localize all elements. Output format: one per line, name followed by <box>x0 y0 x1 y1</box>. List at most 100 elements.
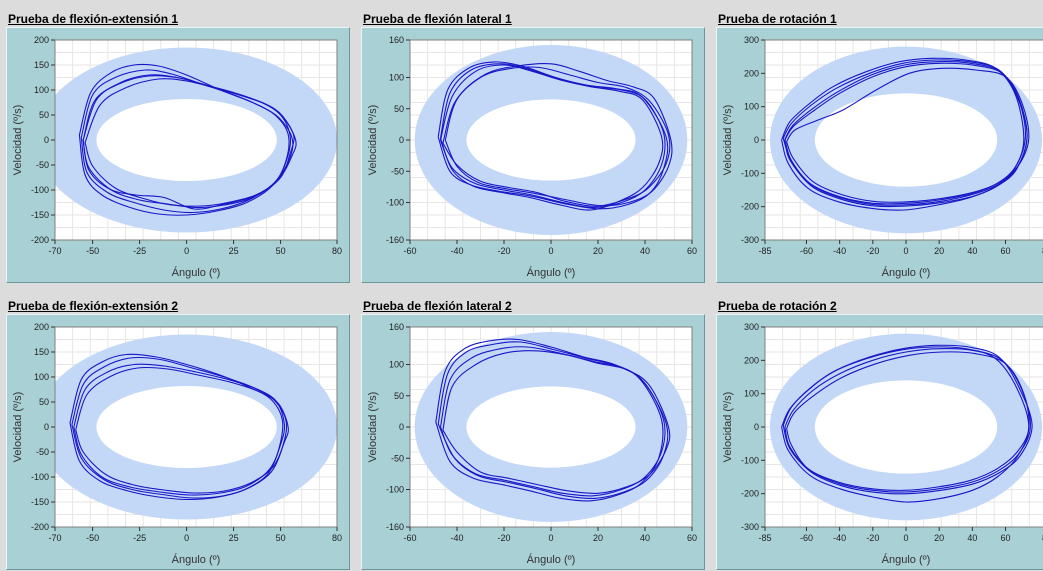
x-tick-label: -25 <box>133 246 146 256</box>
y-tick-label: -50 <box>36 447 49 457</box>
x-tick-label: 40 <box>967 246 977 256</box>
y-tick-label: 100 <box>34 85 49 95</box>
series-line-3 <box>786 67 1030 203</box>
y-tick-label: 100 <box>389 73 404 83</box>
series-line-1 <box>784 62 1026 205</box>
chart-frame: -85-60-40-20020406085-300-200-1000100200… <box>716 27 1043 283</box>
plot-content <box>55 40 337 240</box>
series-line-4 <box>781 346 1030 503</box>
y-tick-label: 200 <box>34 35 49 45</box>
x-axis-label: Ángulo (º) <box>882 553 931 566</box>
x-axis-label: Ángulo (º) <box>882 266 931 279</box>
y-tick-label: -200 <box>31 235 49 245</box>
series-line-3 <box>442 350 671 494</box>
normal-range-inner <box>96 99 277 181</box>
plot-content <box>410 40 692 240</box>
x-axis-label: Ángulo (º) <box>527 553 576 566</box>
series-line-3 <box>442 66 671 207</box>
panel-title: Prueba de rotación 2 <box>718 299 837 313</box>
y-tick-label: 100 <box>34 372 49 382</box>
y-tick-label: 100 <box>744 102 759 112</box>
series-line-1 <box>439 346 666 497</box>
y-axis-label: Velocidad (º/s) <box>12 392 24 463</box>
x-tick-label: 80 <box>332 246 342 256</box>
y-tick-label: -50 <box>391 166 404 176</box>
panel-title: Prueba de flexión-extensión 2 <box>8 299 179 313</box>
y-tick-label: 0 <box>44 422 49 432</box>
x-tick-label: 50 <box>276 533 286 543</box>
x-tick-label: -20 <box>497 533 510 543</box>
series-line-4 <box>435 338 664 502</box>
panel-flexion-lateral-1: Prueba de flexión lateral 1 -60 -40 -20 0 20… <box>361 8 705 284</box>
x-tick-label: 60 <box>1001 246 1011 256</box>
y-tick-label: 0 <box>399 135 404 145</box>
chart-frame: -60 -40 -20 0 20 40 60 -160 -100 -50 0 50 100 160 Ángu… <box>361 314 705 570</box>
panel-title: Prueba de rotación 1 <box>718 12 837 26</box>
y-axis-label: Velocidad (º/s) <box>367 105 379 176</box>
chart-frame: -85-60-40-20020406085-300-200-1000100200… <box>716 314 1043 570</box>
x-tick-label: -40 <box>833 246 846 256</box>
x-tick-label: -40 <box>833 533 846 543</box>
y-tick-label: 150 <box>34 60 49 70</box>
series-line-2 <box>437 61 669 210</box>
x-tick-label: 0 <box>184 246 189 256</box>
x-tick-label: 60 <box>687 533 697 543</box>
x-tick-label: 20 <box>934 246 944 256</box>
y-tick-label: 50 <box>39 397 49 407</box>
y-tick-label: 0 <box>399 422 404 432</box>
x-tick-label: 0 <box>548 246 553 256</box>
x-tick-label: -20 <box>497 246 510 256</box>
series-line-4 <box>444 63 673 207</box>
y-tick-label: 200 <box>744 68 759 78</box>
x-tick-label: -20 <box>866 246 879 256</box>
y-tick-label: -50 <box>391 453 404 463</box>
x-tick-label: -70 <box>48 246 61 256</box>
panel-rotacion-2: Prueba de rotación 2 -85 -60 -40 -20 0 20 40 60… <box>716 295 1043 571</box>
y-tick-label: -200 <box>741 202 759 212</box>
series-line-2 <box>437 341 669 499</box>
y-tick-label: 160 <box>389 35 404 45</box>
y-axis-label: Velocidad (º/s) <box>367 392 379 463</box>
y-tick-label: 0 <box>754 135 759 145</box>
x-axis-label: Ángulo (º) <box>527 266 576 279</box>
series-line-4 <box>78 63 290 216</box>
y-tick-label: 300 <box>744 322 759 332</box>
plot-content <box>765 327 1043 527</box>
chart-frame: -70 -50 -25 0 25 50 80 -200 -150 -100 -50 0 50 100 150… <box>6 314 350 570</box>
y-tick-label: -100 <box>386 485 404 495</box>
normal-range-inner <box>466 386 636 468</box>
x-tick-label: -85 <box>758 533 771 543</box>
x-tick-label: 25 <box>229 533 239 543</box>
x-tick-label: 20 <box>934 533 944 543</box>
x-tick-label: -60 <box>403 246 416 256</box>
y-tick-label: 200 <box>744 355 759 365</box>
y-tick-label: 200 <box>34 322 49 332</box>
x-tick-label: 60 <box>687 246 697 256</box>
normal-range-inner <box>466 99 636 181</box>
series-line-1 <box>784 348 1031 493</box>
series-line-5 <box>82 75 297 210</box>
panel-rotacion-1: Prueba de rotación 1 -85 -60 -40 -20 0 20 40 60… <box>716 8 1043 284</box>
x-tick-label: 40 <box>640 246 650 256</box>
series-line-1 <box>73 363 286 496</box>
chart: -70 -50 -25 0 25 50 80 -200 -150 -100 -50 0 50 100 150… <box>12 35 342 279</box>
x-tick-label: -85 <box>758 246 771 256</box>
x-axis-label: Ángulo (º) <box>172 266 221 279</box>
x-tick-label: 85 <box>1042 533 1043 543</box>
y-tick-label: -200 <box>31 522 49 532</box>
x-tick-label: -40 <box>450 246 463 256</box>
y-tick-label: -150 <box>31 210 49 220</box>
series-line-3 <box>75 366 289 494</box>
y-axis-label: Velocidad (º/s) <box>722 392 734 463</box>
x-tick-label: -20 <box>866 533 879 543</box>
y-tick-label: 0 <box>754 422 759 432</box>
y-tick-label: 160 <box>389 322 404 332</box>
x-tick-label: 25 <box>229 246 239 256</box>
x-tick-label: 20 <box>593 533 603 543</box>
y-tick-label: 50 <box>394 104 404 114</box>
y-tick-label: -160 <box>386 235 404 245</box>
panel-flexion-extension-1: Prueba de flexión-extensión 1 -70 -50 -25 0… <box>6 8 350 284</box>
x-tick-label: 0 <box>548 533 553 543</box>
y-tick-label: -50 <box>36 160 49 170</box>
y-tick-label: 150 <box>34 347 49 357</box>
